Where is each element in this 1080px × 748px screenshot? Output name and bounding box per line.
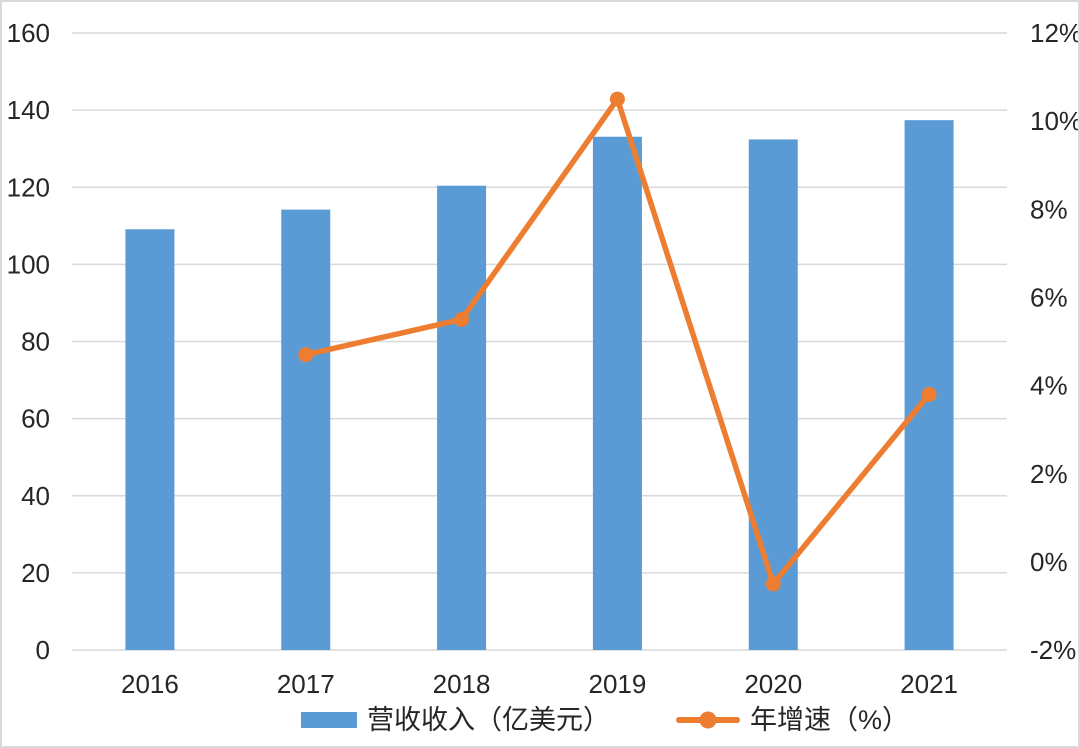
legend-label-growth: 年增速（%） [749, 704, 909, 735]
growth-marker-2017 [298, 347, 314, 363]
y-right-tick-label: 12% [1030, 18, 1080, 48]
legend-label-revenue: 营收收入（亿美元） [366, 704, 610, 735]
bar-2020 [748, 139, 798, 650]
growth-marker-2018 [454, 311, 470, 327]
bar-2021 [904, 120, 954, 651]
revenue-bar-swatch-icon [300, 712, 357, 728]
y-left-tick-label: 60 [21, 404, 50, 434]
x-tick-label-2017: 2017 [277, 669, 335, 699]
bar-2018 [437, 185, 487, 650]
growth-marker-2019 [609, 91, 625, 107]
y-left-tick-label: 160 [7, 18, 50, 48]
y-right-tick-label: 10% [1030, 106, 1080, 136]
chart-legend: 营收收入（亿美元） 年增速（%） [2, 704, 1078, 736]
x-tick-label-2016: 2016 [121, 669, 179, 699]
y-right-tick-label: 4% [1030, 371, 1068, 401]
growth-marker-2021 [921, 386, 937, 402]
growth-line-swatch-icon [675, 711, 740, 729]
x-tick-label-2019: 2019 [588, 669, 646, 699]
y-right-tick-label: 8% [1030, 194, 1068, 224]
bar-2016 [125, 229, 175, 650]
legend-item-revenue: 营收收入（亿美元） [300, 704, 610, 735]
legend-item-growth: 年增速（%） [675, 704, 909, 735]
y-left-tick-label: 100 [7, 249, 50, 279]
y-left-tick-label: 20 [21, 558, 50, 588]
y-right-tick-label: -2% [1030, 635, 1076, 665]
y-left-tick-label: 140 [7, 95, 50, 125]
growth-marker-2020 [765, 576, 781, 592]
y-right-tick-label: 2% [1030, 459, 1068, 489]
bar-2017 [281, 209, 331, 650]
y-left-tick-label: 120 [7, 172, 50, 202]
bar-2019 [592, 136, 642, 650]
x-tick-label-2021: 2021 [900, 669, 958, 699]
x-tick-label-2020: 2020 [744, 669, 802, 699]
y-left-tick-label: 0 [36, 635, 50, 665]
x-tick-label-2018: 2018 [433, 669, 491, 699]
y-right-tick-label: 6% [1030, 283, 1068, 313]
y-left-tick-label: 80 [21, 327, 50, 357]
y-left-tick-label: 40 [21, 481, 50, 511]
y-right-tick-label: 0% [1030, 547, 1068, 577]
